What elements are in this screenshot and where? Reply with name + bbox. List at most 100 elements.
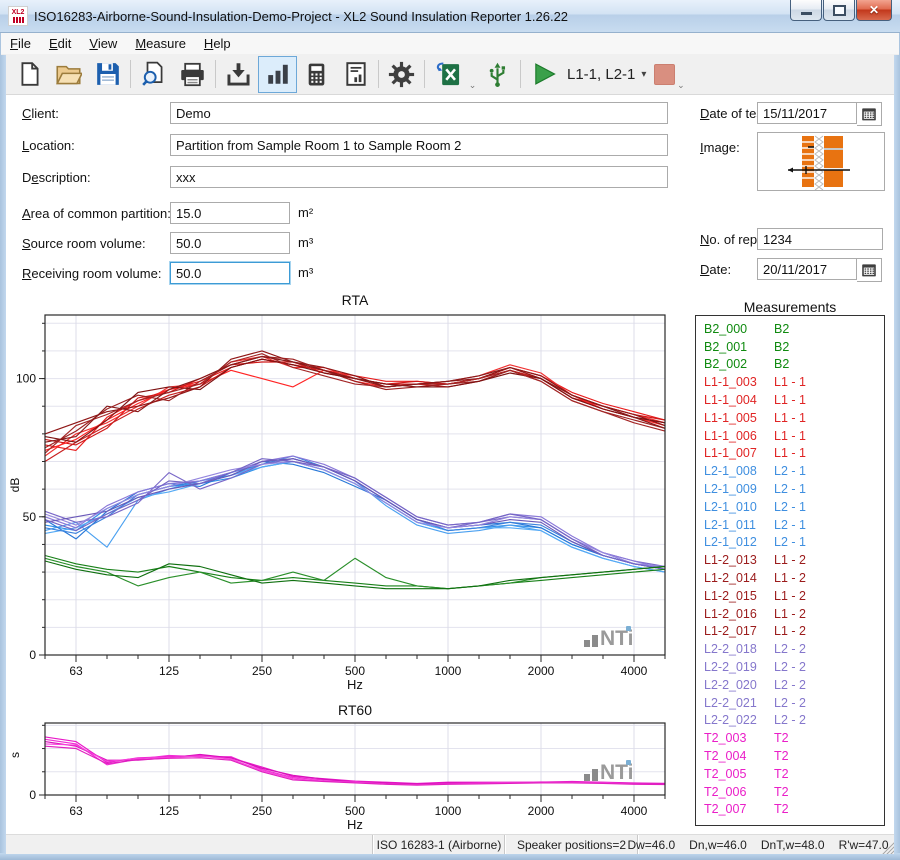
new-project-button[interactable]	[10, 56, 49, 93]
receiving-volume-input[interactable]	[170, 262, 290, 284]
measurement-row[interactable]: B2_001B2	[696, 338, 884, 356]
rta-view-button[interactable]	[258, 56, 297, 93]
status-empty-pane	[6, 835, 373, 854]
measurement-row[interactable]: L2-2_018L2 - 2	[696, 640, 884, 658]
menu-measure[interactable]: Measure	[126, 34, 195, 53]
client-input[interactable]	[170, 102, 668, 124]
measurement-row[interactable]: T2_003T2	[696, 729, 884, 747]
report-date-calendar-button[interactable]	[857, 258, 882, 282]
menu-help[interactable]: Help	[195, 34, 240, 53]
excel-export-button[interactable]	[428, 56, 467, 93]
excel-icon	[434, 60, 462, 88]
minimize-button[interactable]	[790, 0, 822, 21]
measurement-row[interactable]: B2_000B2	[696, 320, 884, 338]
measurement-id: L2-1_009	[704, 482, 766, 496]
measurement-row[interactable]: L1-2_017L1 - 2	[696, 623, 884, 641]
measurement-row[interactable]: L1-2_014L1 - 2	[696, 569, 884, 587]
measurement-row[interactable]: L1-2_013L1 - 2	[696, 551, 884, 569]
measurement-row[interactable]: L2-2_020L2 - 2	[696, 676, 884, 694]
import-measurements-button[interactable]	[219, 56, 258, 93]
menu-bar: File Edit View Measure Help	[1, 33, 899, 55]
report-button[interactable]	[336, 56, 375, 93]
close-button[interactable]: ✕	[856, 0, 892, 21]
svg-text:2000: 2000	[528, 664, 555, 678]
resize-grip[interactable]	[880, 840, 894, 854]
measurement-id: B2_001	[704, 340, 766, 354]
rt60-x-axis-label: Hz	[45, 817, 665, 832]
measurement-row[interactable]: L2-1_012L2 - 1	[696, 534, 884, 552]
measurement-row[interactable]: L2-1_010L2 - 1	[696, 498, 884, 516]
measurement-row[interactable]: T2_005T2	[696, 765, 884, 783]
measurement-row[interactable]: L2-2_019L2 - 2	[696, 658, 884, 676]
partition-image-thumbnail[interactable]	[757, 132, 885, 191]
toolbar-overflow-button[interactable]: ⌄	[675, 60, 686, 92]
measurement-selector[interactable]: L1-1, L2-1	[567, 66, 635, 83]
measurement-id: T2_007	[704, 802, 766, 816]
status-dw: Dw=46.0	[627, 838, 675, 852]
svg-text:125: 125	[159, 804, 179, 818]
measurement-row[interactable]: T2_006T2	[696, 783, 884, 801]
description-input[interactable]	[170, 166, 668, 188]
open-button[interactable]	[49, 56, 88, 93]
measurement-group: L2 - 2	[774, 642, 806, 656]
svg-text:0: 0	[29, 648, 36, 662]
play-measurement-button[interactable]	[524, 56, 563, 93]
measurement-row[interactable]: L2-1_011L2 - 1	[696, 516, 884, 534]
settings-button[interactable]	[382, 56, 421, 93]
report-date-input[interactable]	[757, 258, 857, 280]
measurement-group: L2 - 2	[774, 678, 806, 692]
date-of-test-input[interactable]	[757, 102, 857, 124]
selector-dropdown-icon[interactable]: ▾	[641, 69, 646, 80]
measurement-row[interactable]: L2-2_022L2 - 2	[696, 712, 884, 730]
calculator-button[interactable]	[297, 56, 336, 93]
measurement-id: B2_002	[704, 357, 766, 371]
menu-view[interactable]: View	[80, 34, 126, 53]
report-date-label: Date:	[700, 262, 731, 277]
menu-file[interactable]: File	[1, 34, 40, 53]
area-input[interactable]	[170, 202, 290, 224]
stop-button[interactable]	[654, 64, 675, 85]
measurement-row[interactable]: L1-1_007L1 - 1	[696, 445, 884, 463]
app-icon-text: XL2	[12, 9, 25, 16]
measurement-row[interactable]: L1-2_015L1 - 2	[696, 587, 884, 605]
source-volume-input[interactable]	[170, 232, 290, 254]
menu-edit[interactable]: Edit	[40, 34, 80, 53]
svg-text:250: 250	[252, 804, 272, 818]
status-dnw: Dn,w=46.0	[689, 838, 747, 852]
report-number-input[interactable]	[757, 228, 883, 250]
print-button[interactable]	[173, 56, 212, 93]
measurement-id: L2-1_012	[704, 535, 766, 549]
measurement-row[interactable]: L2-2_021L2 - 2	[696, 694, 884, 712]
measurement-row[interactable]: L1-2_016L1 - 2	[696, 605, 884, 623]
measurement-row[interactable]: T2_004T2	[696, 747, 884, 765]
status-bar: ISO 16283-1 (Airborne) Speaker positions…	[6, 834, 894, 854]
measurement-id: T2_006	[704, 785, 766, 799]
play-icon	[530, 60, 558, 88]
measurement-row[interactable]: T2_007T2	[696, 801, 884, 819]
wall-section-image	[758, 133, 884, 190]
toolbar-overflow-button[interactable]: ⌄	[467, 60, 478, 92]
usb-connect-button[interactable]	[478, 56, 517, 93]
report-date-field	[757, 258, 882, 282]
measurement-group: L2 - 1	[774, 518, 806, 532]
date-of-test-calendar-button[interactable]	[857, 102, 882, 126]
measurement-group: T2	[774, 731, 789, 745]
measurement-row[interactable]: L1-1_006L1 - 1	[696, 427, 884, 445]
maximize-button[interactable]	[823, 0, 855, 21]
measurement-row[interactable]: L2-1_009L2 - 1	[696, 480, 884, 498]
measurement-row[interactable]: B2_002B2	[696, 356, 884, 374]
measurement-row[interactable]: L2-1_008L2 - 1	[696, 462, 884, 480]
measurement-group: L1 - 2	[774, 589, 806, 603]
measurement-row[interactable]: L1-1_005L1 - 1	[696, 409, 884, 427]
print-preview-button[interactable]	[134, 56, 173, 93]
nti-logo-dot	[626, 626, 631, 631]
description-label: Description:	[22, 170, 91, 185]
open-folder-icon	[55, 61, 82, 88]
new-document-icon	[17, 61, 43, 87]
location-input[interactable]	[170, 134, 668, 156]
measurement-row[interactable]: L1-1_004L1 - 1	[696, 391, 884, 409]
minimize-icon	[801, 12, 812, 15]
calendar-icon	[861, 106, 877, 122]
save-button[interactable]	[88, 56, 127, 93]
measurement-row[interactable]: L1-1_003L1 - 1	[696, 373, 884, 391]
